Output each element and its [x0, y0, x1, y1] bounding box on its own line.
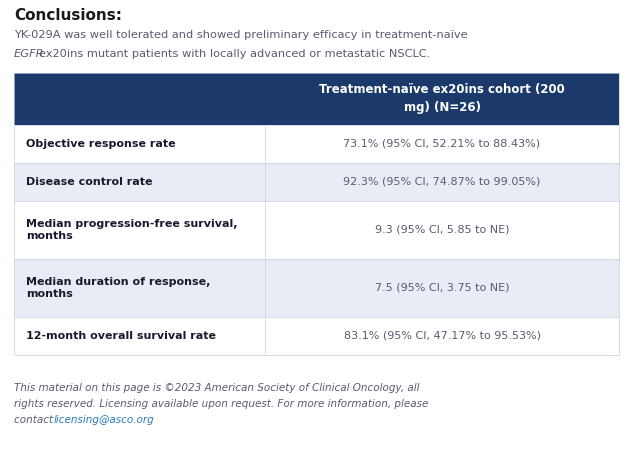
Text: Median duration of response,
months: Median duration of response, months	[26, 276, 210, 299]
Text: Treatment-naïve ex20ins cohort (200
mg) (N=26): Treatment-naïve ex20ins cohort (200 mg) …	[319, 84, 565, 115]
Text: 73.1% (95% CI, 52.21% to 88.43%): 73.1% (95% CI, 52.21% to 88.43%)	[344, 139, 541, 149]
Text: Conclusions:: Conclusions:	[14, 8, 122, 23]
Text: 92.3% (95% CI, 74.87% to 99.05%): 92.3% (95% CI, 74.87% to 99.05%)	[343, 177, 541, 187]
Text: Disease control rate: Disease control rate	[26, 177, 153, 187]
Text: ex20ins mutant patients with locally advanced or metastatic NSCLC.: ex20ins mutant patients with locally adv…	[39, 49, 430, 59]
Text: Median progression-free survival,
months: Median progression-free survival, months	[26, 218, 237, 241]
Text: This material on this page is ©2023 American Society of Clinical Oncology, all: This material on this page is ©2023 Amer…	[14, 383, 420, 393]
Text: licensing@asco.org: licensing@asco.org	[53, 415, 154, 425]
Text: 12-month overall survival rate: 12-month overall survival rate	[26, 331, 216, 341]
Text: contact: contact	[14, 415, 56, 425]
Text: rights reserved. Licensing available upon request. For more information, please: rights reserved. Licensing available upo…	[14, 399, 429, 409]
Text: 9.3 (95% CI, 5.85 to NE): 9.3 (95% CI, 5.85 to NE)	[375, 225, 510, 235]
Text: 7.5 (95% CI, 3.75 to NE): 7.5 (95% CI, 3.75 to NE)	[375, 283, 510, 293]
Text: 83.1% (95% CI, 47.17% to 95.53%): 83.1% (95% CI, 47.17% to 95.53%)	[344, 331, 541, 341]
Text: EGFR: EGFR	[14, 49, 44, 59]
Text: Objective response rate: Objective response rate	[26, 139, 175, 149]
Text: YK-029A was well tolerated and showed preliminary efficacy in treatment-naïve: YK-029A was well tolerated and showed pr…	[14, 30, 468, 40]
